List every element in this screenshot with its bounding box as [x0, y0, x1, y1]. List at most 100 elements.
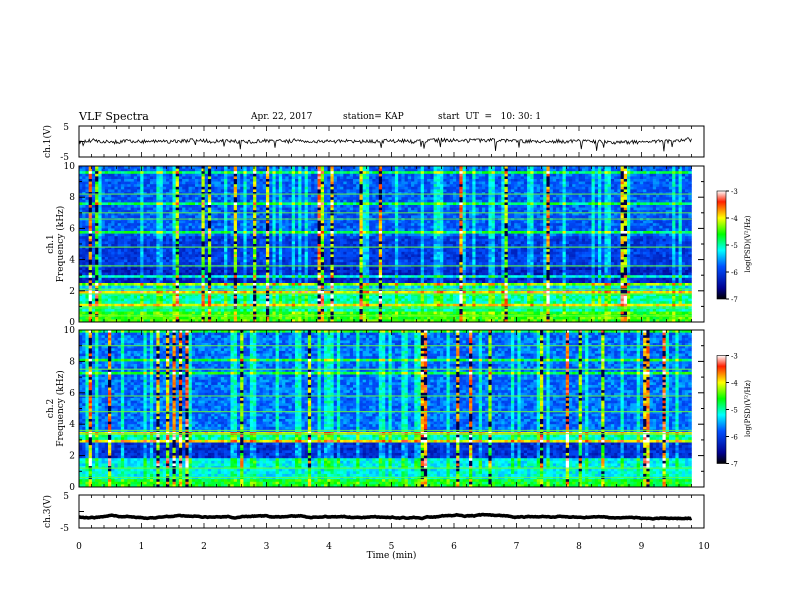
spectrogram-cell: [147, 179, 151, 182]
spectrogram-cell: [482, 176, 486, 179]
spectrogram-cell: [160, 179, 164, 182]
spectrogram-cell: [588, 195, 592, 198]
spectrogram-cell: [289, 184, 293, 187]
spectrogram-cell: [231, 176, 235, 179]
spectrogram-cell: [643, 174, 647, 177]
spectrogram-cell: [166, 182, 170, 185]
spectrogram-cell: [160, 202, 164, 205]
spectrogram-cell: [476, 223, 480, 226]
spectrogram-cell: [337, 202, 341, 205]
spectrogram-cell: [105, 215, 109, 218]
spectrogram-cell: [347, 226, 351, 229]
spectrogram-cell: [272, 197, 276, 200]
spectrogram-cell: [221, 176, 225, 179]
spectrogram-cell: [237, 187, 241, 190]
spectrogram-cell: [298, 176, 302, 179]
spectrogram-cell: [482, 221, 486, 224]
spectrogram-cell: [324, 189, 328, 192]
spectrogram-cell: [314, 187, 318, 190]
spectrogram-cell: [195, 215, 199, 218]
spectrogram-cell: [114, 182, 118, 185]
spectrogram-cell: [434, 197, 438, 200]
spectrogram-cell: [401, 223, 405, 226]
spectrogram-cell: [311, 195, 315, 198]
spectrogram-cell: [582, 197, 586, 200]
spectrogram-cell: [147, 200, 151, 203]
spectrogram-cell: [363, 197, 367, 200]
spectrogram-cell: [666, 221, 670, 224]
spectrogram-cell: [666, 223, 670, 226]
spectrogram-cell: [195, 221, 199, 224]
spectrogram-cell: [646, 184, 650, 187]
spectrogram-cell: [540, 197, 544, 200]
spectrogram-cell: [98, 221, 102, 224]
spectrogram-cell: [182, 171, 186, 174]
spectrogram-cell: [379, 200, 383, 203]
spectrogram-cell: [672, 187, 676, 190]
spectrogram-cell: [511, 187, 515, 190]
spectrogram-cell: [308, 205, 312, 208]
spectrogram-cell: [189, 176, 193, 179]
spectrogram-cell: [376, 182, 380, 185]
spectrogram-cell: [672, 169, 676, 172]
spectrogram-cell: [330, 221, 334, 224]
spectrogram-cell: [276, 184, 280, 187]
spectrogram-cell: [521, 174, 525, 177]
spectrogram-cell: [550, 215, 554, 218]
spectrogram-cell: [550, 202, 554, 205]
spectrogram-cell: [411, 187, 415, 190]
spectrogram-cell: [534, 223, 538, 226]
spectrogram-cell: [182, 200, 186, 203]
spectrogram-cell: [330, 226, 334, 229]
spectrogram-cell: [353, 208, 357, 211]
spectrogram-cell: [298, 228, 302, 231]
spectrogram-cell: [240, 226, 244, 229]
spectrogram-cell: [314, 205, 318, 208]
spectrogram-cell: [469, 195, 473, 198]
spectrogram-cell: [395, 228, 399, 231]
spectrogram-cell: [105, 182, 109, 185]
spectrogram-cell: [514, 205, 518, 208]
spectrogram-cell: [463, 187, 467, 190]
spectrogram-cell: [688, 187, 692, 190]
spectrogram-cell: [85, 215, 89, 218]
spectrogram-cell: [131, 200, 135, 203]
spectrogram-cell: [231, 179, 235, 182]
spectrogram-cell: [111, 174, 115, 177]
spectrogram-cell: [321, 169, 325, 172]
spectrogram-cell: [472, 171, 476, 174]
spectrogram-cell: [501, 174, 505, 177]
spectrogram-cell: [401, 197, 405, 200]
spectrogram-cell: [189, 189, 193, 192]
spectrogram-cell: [588, 200, 592, 203]
spectrogram-cell: [153, 195, 157, 198]
spectrogram-cell: [150, 228, 154, 231]
spectrogram-cell: [256, 221, 260, 224]
waveform-line: [79, 138, 692, 152]
spectrogram-cell: [231, 221, 235, 224]
spectrogram-cell: [501, 197, 505, 200]
spectrogram-cell: [505, 200, 509, 203]
spectrogram-cell: [176, 205, 180, 208]
spectrogram-cell: [214, 171, 218, 174]
spectrogram-cell: [556, 195, 560, 198]
spectrogram-cell: [495, 226, 499, 229]
spectrogram-cell: [485, 200, 489, 203]
spectrogram-cell: [224, 226, 228, 229]
spectrogram-cell: [688, 202, 692, 205]
spectrogram-cell: [189, 171, 193, 174]
spectrogram-cell: [675, 184, 679, 187]
spectrogram-cell: [279, 179, 283, 182]
spectrogram-cell: [669, 215, 673, 218]
spectrogram-cell: [211, 221, 215, 224]
spectrogram-cell: [679, 200, 683, 203]
spectrogram-cell: [388, 228, 392, 231]
spectrogram-cell: [682, 176, 686, 179]
spectrogram-cell: [124, 228, 128, 231]
spectrogram-cell: [337, 215, 341, 218]
spectrogram-cell: [485, 171, 489, 174]
spectrogram-cell: [427, 197, 431, 200]
spectrogram-cell: [604, 174, 608, 177]
spectrogram-cell: [556, 200, 560, 203]
spectrogram-cell: [492, 184, 496, 187]
